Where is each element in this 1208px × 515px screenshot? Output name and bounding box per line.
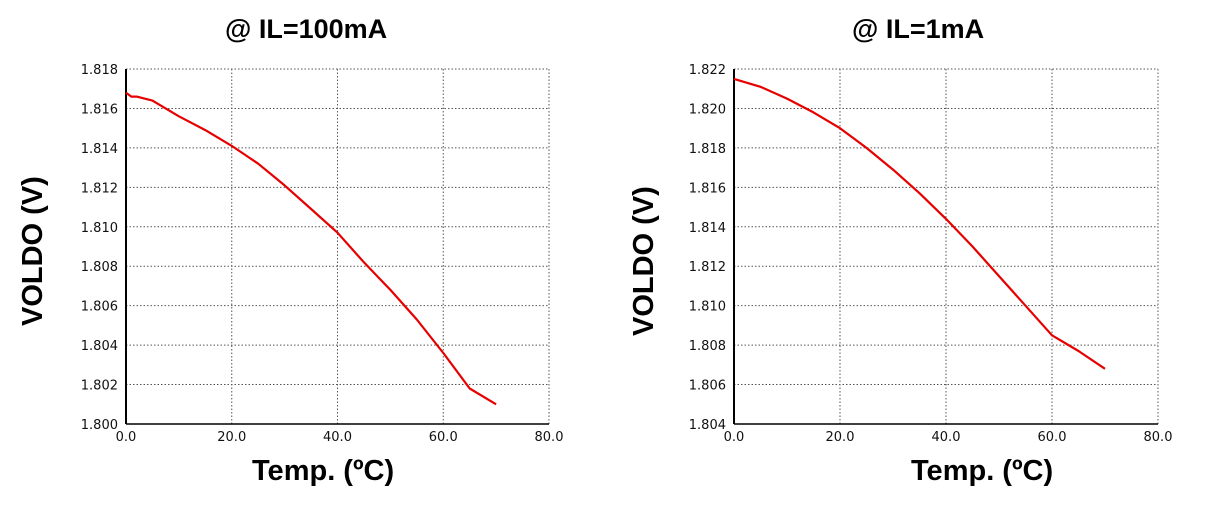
y-tick-label: 1.806 xyxy=(689,379,726,394)
series-line xyxy=(125,91,497,406)
y-tick-label: 1.820 xyxy=(689,102,726,117)
y-tick-label: 1.814 xyxy=(689,221,726,236)
x-axis-label: Temp. (ºC) xyxy=(252,455,395,487)
y-tick-label: 1.812 xyxy=(81,181,118,196)
y-tick-label: 1.814 xyxy=(81,142,118,157)
y-tick-label: 1.810 xyxy=(81,221,118,236)
x-tick-label: 0.0 xyxy=(116,430,137,445)
x-tick-label: 40.0 xyxy=(323,430,352,445)
y-tick-label: 1.802 xyxy=(81,379,118,394)
plot-area: 1.804 1.806 1.808 1.810 1.812 1.814 1.816 1.818… xyxy=(689,63,1173,445)
y-tick-label: 1.804 xyxy=(689,418,726,433)
chart-left: @ IL=100mA VOLDO (V) Temp. (ºC) 1.800 1.8… xyxy=(17,14,564,487)
y-tick-label: 1.810 xyxy=(689,300,726,315)
chart-title: @ IL=100mA xyxy=(225,14,388,44)
y-tick-label: 1.806 xyxy=(81,300,118,315)
x-tick-label: 60.0 xyxy=(1038,430,1067,445)
x-tick-label: 40.0 xyxy=(932,430,961,445)
y-tick-label: 1.816 xyxy=(689,181,726,196)
x-tick-label: 80.0 xyxy=(1144,430,1173,445)
x-tick-label: 0.0 xyxy=(724,430,745,445)
y-tick-label: 1.800 xyxy=(81,418,118,433)
y-tick-label: 1.804 xyxy=(81,339,118,354)
y-tick-label: 1.808 xyxy=(81,260,118,275)
x-tick-label: 20.0 xyxy=(217,430,246,445)
x-tick-label: 20.0 xyxy=(826,430,855,445)
series-line xyxy=(733,77,1106,370)
chart-right: @ IL=1mA VOLDO (V) Temp. (ºC) 1.804 1.806… xyxy=(604,0,1208,515)
y-tick-label: 1.822 xyxy=(689,63,726,78)
x-tick-label: 80.0 xyxy=(535,430,564,445)
x-tick-label: 60.0 xyxy=(429,430,458,445)
plot-area: 1.800 1.802 1.804 1.806 1.808 1.810 1.812 1.814… xyxy=(81,63,564,445)
y-tick-label: 1.818 xyxy=(81,63,118,78)
y-tick-label: 1.808 xyxy=(689,339,726,354)
x-axis-label: Temp. (ºC) xyxy=(911,455,1054,487)
chart-title: @ IL=1mA xyxy=(852,14,985,44)
y-tick-label: 1.816 xyxy=(81,102,118,117)
y-tick-label: 1.812 xyxy=(689,260,726,275)
y-tick-label: 1.818 xyxy=(689,142,726,157)
